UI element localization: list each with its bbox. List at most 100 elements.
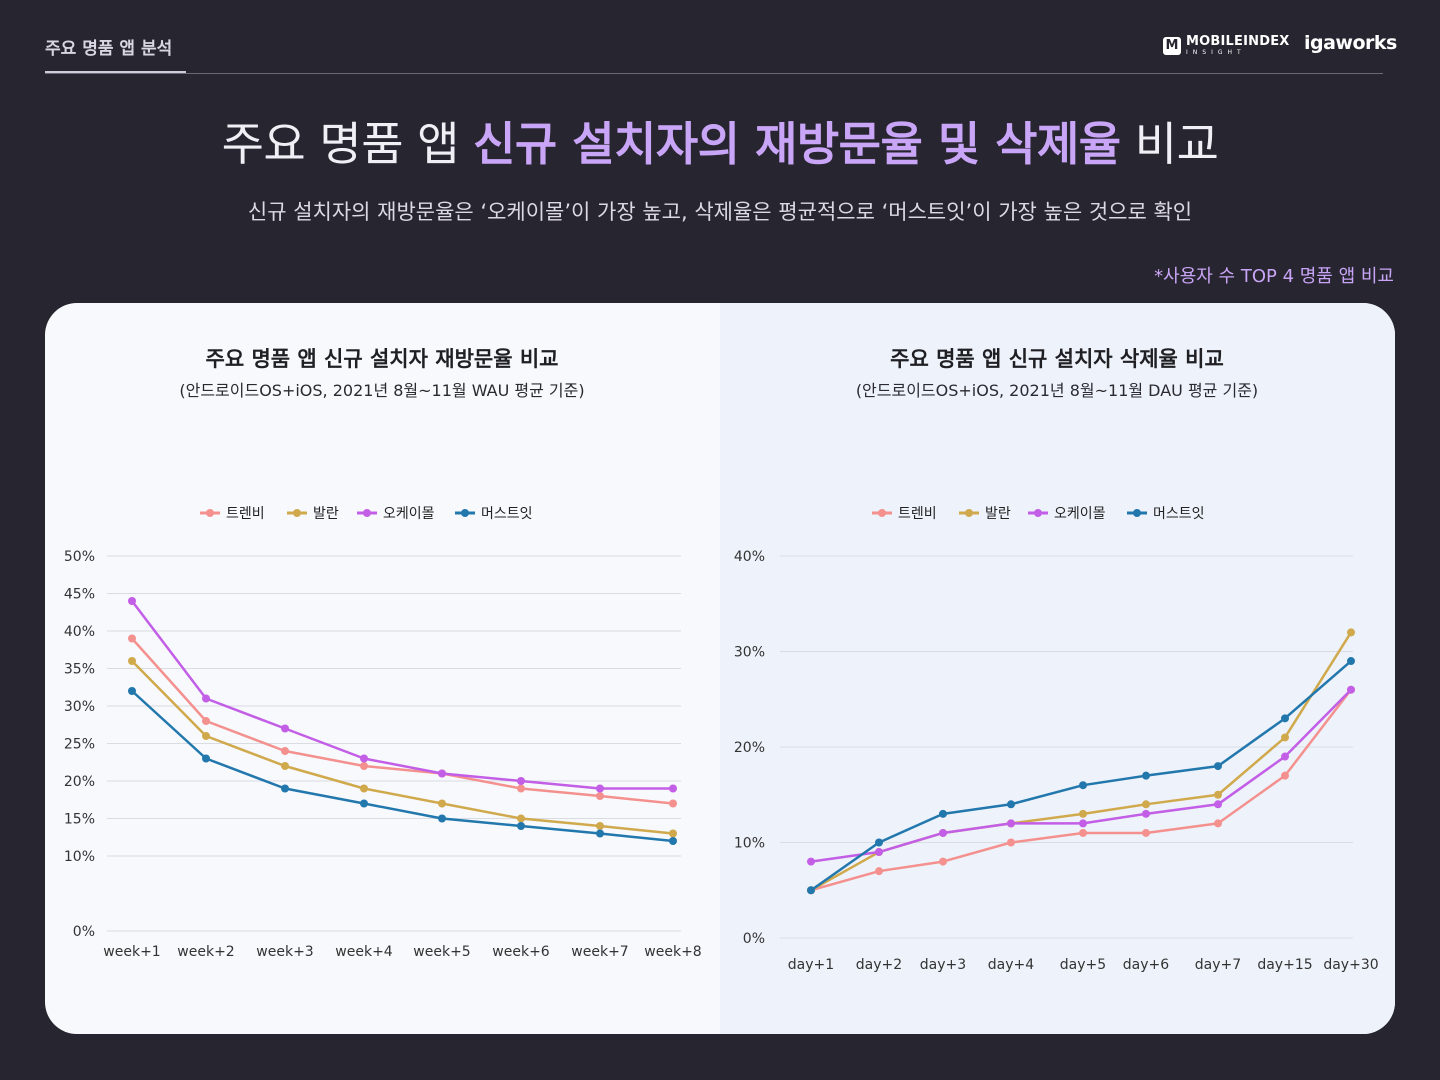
legend-label: 발란 <box>313 506 339 522</box>
data-point <box>360 799 368 808</box>
x-tick-label: week+8 <box>644 944 701 960</box>
legend-label: 오케이몰 <box>1054 506 1106 522</box>
legend-marker <box>965 509 973 517</box>
x-tick-label: day+5 <box>1060 957 1106 973</box>
data-point <box>438 799 446 808</box>
data-point <box>1142 771 1150 780</box>
legend-marker <box>878 509 886 517</box>
data-point <box>1142 800 1150 809</box>
x-tick-label: day+1 <box>788 957 834 973</box>
mobileindex-logo-text: MOBILEINDEX <box>1186 34 1290 49</box>
x-tick-label: day+7 <box>1195 957 1241 973</box>
header-divider <box>45 73 1383 74</box>
data-point <box>875 867 883 876</box>
chart-title: 주요 명품 앱 신규 설치자 삭제율 비교 <box>890 347 1224 371</box>
header-tab-label[interactable]: 주요 명품 앱 분석 <box>45 39 173 59</box>
x-tick-label: day+3 <box>920 957 966 973</box>
x-tick-label: day+15 <box>1257 957 1312 973</box>
y-tick-label: 30% <box>64 699 95 715</box>
data-point <box>939 809 947 818</box>
data-point <box>1079 781 1087 790</box>
series-line <box>131 690 674 843</box>
data-point <box>128 687 136 695</box>
data-point <box>1281 752 1289 761</box>
x-tick-label: week+6 <box>492 944 550 960</box>
y-tick-label: 50% <box>64 549 95 565</box>
data-point <box>1142 828 1150 837</box>
y-tick-label: 25% <box>64 737 95 753</box>
data-point <box>807 857 815 866</box>
data-point <box>1347 657 1355 666</box>
mobileindex-logo-subtext: INSIGHT <box>1186 49 1246 56</box>
data-point <box>1281 771 1289 780</box>
series-line <box>810 688 1352 892</box>
chart-subtitle: (안드로이드OS+iOS, 2021년 8월~11월 WAU 평균 기준) <box>179 381 584 400</box>
data-point <box>875 848 883 857</box>
data-point <box>669 799 677 808</box>
x-tick-label: day+6 <box>1123 957 1169 973</box>
page-subtitle: 신규 설치자의 재방문율은 ‘오케이몰’이 가장 높고, 삭제율은 평균적으로 … <box>247 200 1193 224</box>
legend-label: 트렌비 <box>226 506 265 522</box>
data-point <box>281 724 289 733</box>
chart-subtitle: (안드로이드OS+iOS, 2021년 8월~11월 DAU 평균 기준) <box>856 381 1258 400</box>
data-point <box>281 747 289 755</box>
y-tick-label: 0% <box>73 924 95 940</box>
x-tick-label: week+2 <box>177 944 234 960</box>
data-point <box>128 657 136 665</box>
series-line <box>131 637 674 805</box>
data-point <box>669 837 677 845</box>
data-point <box>1214 762 1222 771</box>
x-tick-label: day+4 <box>988 957 1034 973</box>
data-point <box>438 814 446 823</box>
x-tick-label: week+3 <box>256 944 313 960</box>
data-point <box>669 784 677 793</box>
series-line <box>810 660 1352 892</box>
y-tick-label: 10% <box>734 836 765 852</box>
data-point <box>360 762 368 770</box>
data-point <box>1079 828 1087 837</box>
data-point <box>1281 714 1289 723</box>
x-tick-label: week+4 <box>335 944 393 960</box>
legend-label: 발란 <box>985 506 1011 522</box>
data-point <box>202 717 210 725</box>
legend-marker <box>363 509 371 517</box>
data-point <box>669 829 677 838</box>
data-point <box>1347 685 1355 694</box>
data-point <box>1214 790 1222 799</box>
data-point <box>596 784 604 793</box>
data-point <box>281 784 289 793</box>
data-point <box>1007 838 1015 847</box>
data-point <box>128 597 136 605</box>
x-tick-label: week+7 <box>571 944 628 960</box>
y-tick-label: 45% <box>64 587 95 603</box>
data-point <box>1347 628 1355 637</box>
x-tick-label: day+2 <box>856 957 902 973</box>
data-point <box>202 732 210 740</box>
legend-marker <box>461 509 469 517</box>
data-point <box>807 886 815 895</box>
right-panel-background <box>720 303 1395 1034</box>
y-tick-label: 0% <box>743 931 765 947</box>
footnote: *사용자 수 TOP 4 명품 앱 비교 <box>1154 266 1394 287</box>
data-point <box>517 784 525 793</box>
series-line <box>131 660 674 835</box>
data-point <box>1079 809 1087 818</box>
legend-label: 머스트잇 <box>481 506 533 522</box>
data-point <box>1214 800 1222 809</box>
charts-canvas: 주요 명품 앱 신규 설치자 재방문율 비교 (안드로이드OS+iOS, 2021… <box>64 347 1379 973</box>
data-point <box>1281 733 1289 742</box>
mobileindex-m-icon: M <box>1163 37 1181 55</box>
y-tick-label: 40% <box>734 549 765 565</box>
data-point <box>596 829 604 838</box>
data-point <box>596 822 604 830</box>
data-point <box>517 822 525 830</box>
mobileindex-logo: M MOBILEINDEX INSIGHT <box>1163 35 1290 57</box>
data-point <box>202 754 210 763</box>
legend-label: 트렌비 <box>898 506 937 522</box>
charts-card: 주요 명품 앱 신규 설치자 재방문율 비교 (안드로이드OS+iOS, 2021… <box>45 303 1395 1034</box>
y-tick-label: 10% <box>64 849 95 865</box>
data-point <box>1007 819 1015 828</box>
series-line <box>810 631 1353 892</box>
data-point <box>360 784 368 793</box>
data-point <box>281 762 289 770</box>
